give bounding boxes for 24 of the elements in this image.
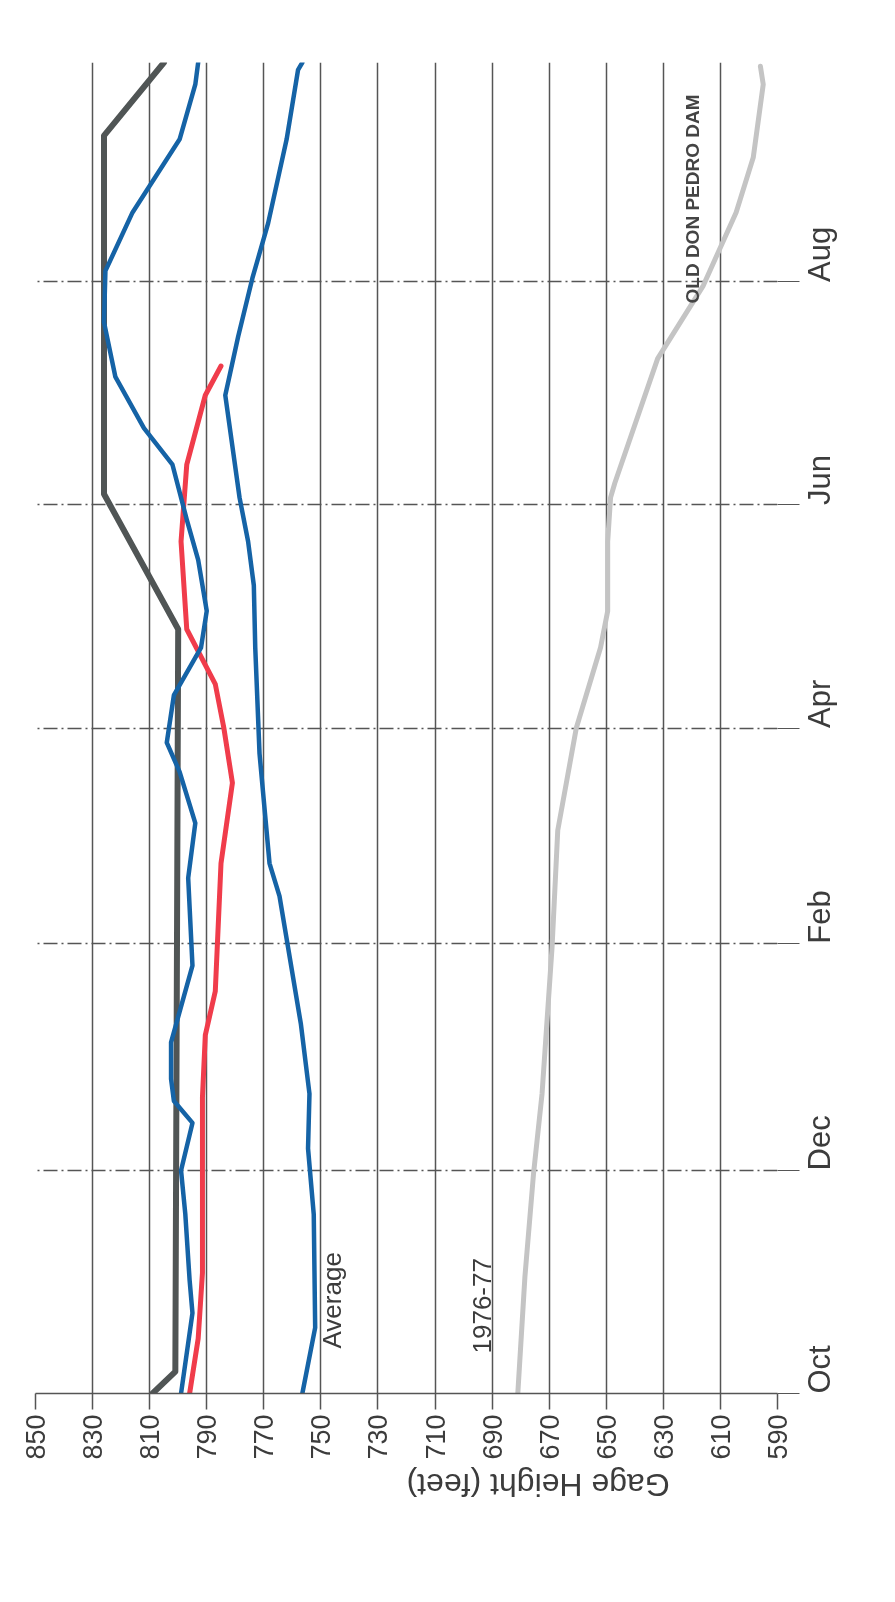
x-tick-label: 830 — [78, 1414, 109, 1460]
x-tick-label: 750 — [306, 1414, 337, 1460]
x-tick-label: 590 — [763, 1414, 793, 1460]
x-tick-label: 630 — [648, 1414, 679, 1460]
x-tick-label: 650 — [591, 1414, 622, 1460]
y-tick-label: Oct — [802, 1344, 837, 1394]
x-tick-label: 610 — [705, 1414, 736, 1460]
text: 1976-77 — [466, 1258, 497, 1354]
y-tick-label: Aug — [802, 226, 837, 282]
x-tick-label: 710 — [420, 1414, 451, 1460]
x-tick-label: 730 — [363, 1414, 394, 1460]
y-tick-label: Jun — [802, 454, 837, 505]
y-tick-label: Feb — [802, 890, 837, 944]
annotation: OLD DON PEDRO DAM — [682, 94, 703, 304]
x-tick-label: 670 — [534, 1414, 565, 1460]
x-tick-label: 850 — [21, 1414, 51, 1460]
y-tick-label: Apr — [802, 679, 837, 728]
y-tick-label: Dec — [802, 1115, 837, 1171]
x-tick-label: 770 — [249, 1414, 280, 1460]
x-tick-label: 810 — [135, 1414, 166, 1460]
x-axis-title: Gage Height (feet) — [406, 1466, 670, 1503]
x-tick-label: 790 — [192, 1414, 223, 1460]
text: Average — [317, 1252, 348, 1349]
x-tick-label: 690 — [477, 1414, 508, 1460]
